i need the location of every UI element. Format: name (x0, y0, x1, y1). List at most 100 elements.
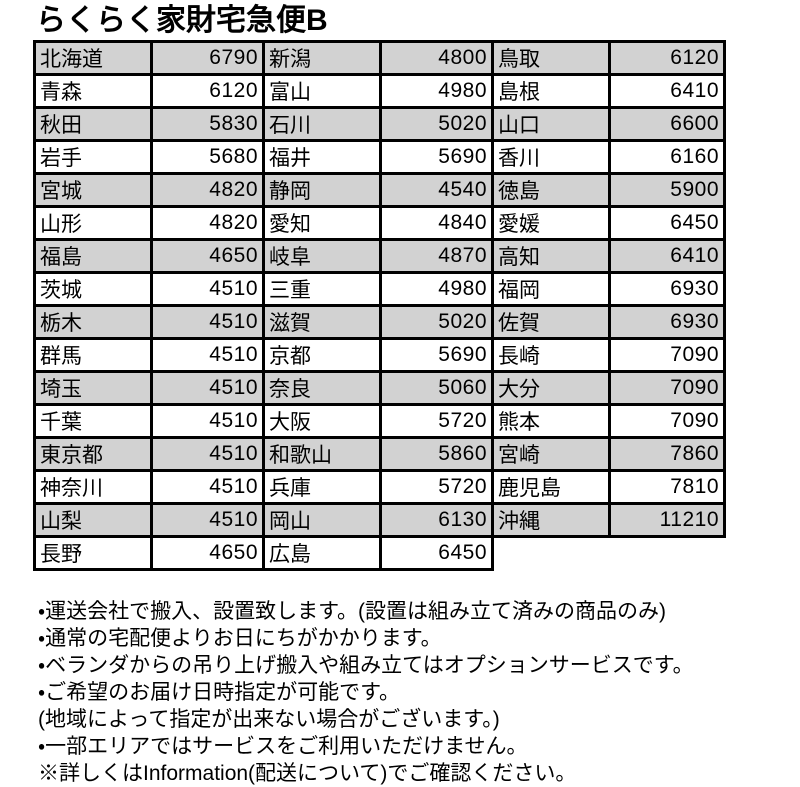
prefecture-cell: 宮崎 (491, 436, 611, 472)
price-cell: 6450 (379, 535, 494, 571)
price-cell: 5720 (379, 469, 494, 505)
prefecture-cell: 鹿児島 (491, 469, 611, 505)
price-cell: 4510 (150, 370, 265, 406)
prefecture-cell: 青森 (33, 73, 153, 109)
table-row: 山形 4820 愛知 4840 愛媛 6450 (33, 205, 726, 241)
price-cell: 5060 (379, 370, 494, 406)
table-row: 東京都 4510 和歌山 5860 宮崎 7860 (33, 436, 726, 472)
price-cell: 6450 (608, 205, 726, 241)
price-cell: 6130 (379, 502, 494, 538)
table-row: 神奈川 4510 兵庫 5720 鹿児島 7810 (33, 469, 726, 505)
prefecture-cell: 岩手 (33, 139, 153, 175)
prefecture-cell: 島根 (491, 73, 611, 109)
prefecture-cell: 沖縄 (491, 502, 611, 538)
price-cell: 7090 (608, 370, 726, 406)
price-cell: 6600 (608, 106, 726, 142)
prefecture-cell: 大阪 (262, 403, 382, 439)
price-cell: 6930 (608, 304, 726, 340)
prefecture-cell: 山口 (491, 106, 611, 142)
prefecture-cell: 新潟 (262, 40, 382, 76)
price-cell: 6120 (608, 40, 726, 76)
table-row: 岩手 5680 福井 5690 香川 6160 (33, 139, 726, 175)
prefecture-cell: 山形 (33, 205, 153, 241)
prefecture-cell: 奈良 (262, 370, 382, 406)
prefecture-cell: 高知 (491, 238, 611, 274)
prefecture-cell: 栃木 (33, 304, 153, 340)
prefecture-cell: 兵庫 (262, 469, 382, 505)
price-cell: 5020 (379, 304, 494, 340)
table-row: 青森 6120 富山 4980 島根 6410 (33, 73, 726, 109)
price-cell: 4870 (379, 238, 494, 274)
note-line: ・通常の宅配便よりお日にちがかかります。 (38, 627, 442, 650)
price-cell: 7860 (608, 436, 726, 472)
prefecture-cell: 和歌山 (262, 436, 382, 472)
table-row: 北海道 6790 新潟 4800 鳥取 6120 (33, 40, 726, 76)
price-cell: 4510 (150, 271, 265, 307)
price-cell: 5900 (608, 172, 726, 208)
price-cell: 4510 (150, 436, 265, 472)
prefecture-cell: 愛媛 (491, 205, 611, 241)
prefecture-cell: 福島 (33, 238, 153, 274)
prefecture-cell: 埼玉 (33, 370, 153, 406)
price-cell: 5020 (379, 106, 494, 142)
price-cell: 4800 (379, 40, 494, 76)
prefecture-cell: 神奈川 (33, 469, 153, 505)
price-cell: 5690 (379, 139, 494, 175)
note-line: ・運送会社で搬入、設置致します。(設置は組み立て済みの商品のみ) (38, 600, 667, 623)
table-row: 長野 4650 広島 6450 (33, 535, 725, 571)
price-cell: 6410 (608, 238, 726, 274)
prefecture-cell: 香川 (491, 139, 611, 175)
price-cell: 6160 (608, 139, 726, 175)
table-row: 秋田 5830 石川 5020 山口 6600 (33, 106, 726, 142)
empty-cell (492, 536, 610, 570)
prefecture-cell: 佐賀 (491, 304, 611, 340)
table-row: 千葉 4510 大阪 5720 熊本 7090 (33, 403, 726, 439)
price-cell: 6790 (150, 40, 265, 76)
prefecture-cell: 熊本 (491, 403, 611, 439)
prefecture-cell: 静岡 (262, 172, 382, 208)
price-cell: 4510 (150, 403, 265, 439)
price-cell: 5690 (379, 337, 494, 373)
note-line: ・一部エリアではサービスをご利用いただけません。 (38, 735, 528, 758)
prefecture-cell: 群馬 (33, 337, 153, 373)
price-cell: 4510 (150, 304, 265, 340)
price-cell: 5860 (379, 436, 494, 472)
price-table-body: 北海道 6790 新潟 4800 鳥取 6120 青森 6120 富山 4980 島根 6410 秋田 5… (33, 40, 726, 571)
table-row: 福島 4650 岐阜 4870 高知 6410 (33, 238, 726, 274)
price-cell: 4540 (379, 172, 494, 208)
prefecture-cell: 岐阜 (262, 238, 382, 274)
price-cell: 11210 (608, 502, 726, 538)
note-line: ・ご希望のお届け日時指定が可能です。 (38, 681, 401, 704)
prefecture-cell: 千葉 (33, 403, 153, 439)
prefecture-cell: 徳島 (491, 172, 611, 208)
table-row: 栃木 4510 滋賀 5020 佐賀 6930 (33, 304, 726, 340)
prefecture-cell: 大分 (491, 370, 611, 406)
price-cell: 4820 (150, 172, 265, 208)
table-row: 群馬 4510 京都 5690 長崎 7090 (33, 337, 726, 373)
prefecture-cell: 三重 (262, 271, 382, 307)
prefecture-cell: 石川 (262, 106, 382, 142)
prefecture-cell: 茨城 (33, 271, 153, 307)
prefecture-cell: 山梨 (33, 502, 153, 538)
price-cell: 4510 (150, 502, 265, 538)
price-cell: 4820 (150, 205, 265, 241)
page-title: らくらく家財宅急便B (36, 4, 328, 37)
delivery-notes: ・運送会社で搬入、設置致します。(設置は組み立て済みの商品のみ) ・通常の宅配便… (38, 598, 800, 787)
prefecture-cell: 滋賀 (262, 304, 382, 340)
prefecture-cell: 富山 (262, 73, 382, 109)
price-cell: 7810 (608, 469, 726, 505)
table-row: 埼玉 4510 奈良 5060 大分 7090 (33, 370, 726, 406)
price-cell: 4650 (150, 535, 265, 571)
prefecture-cell: 長崎 (491, 337, 611, 373)
price-cell: 5830 (150, 106, 265, 142)
table-row: 山梨 4510 岡山 6130 沖縄 11210 (33, 502, 726, 538)
note-line: (地域によって指定が出来ない場合がございます。) (38, 708, 500, 731)
price-cell: 5720 (379, 403, 494, 439)
empty-cell (609, 536, 725, 570)
price-cell: 7090 (608, 403, 726, 439)
prefecture-cell: 愛知 (262, 205, 382, 241)
price-cell: 4510 (150, 337, 265, 373)
price-cell: 4510 (150, 469, 265, 505)
price-cell: 4980 (379, 271, 494, 307)
